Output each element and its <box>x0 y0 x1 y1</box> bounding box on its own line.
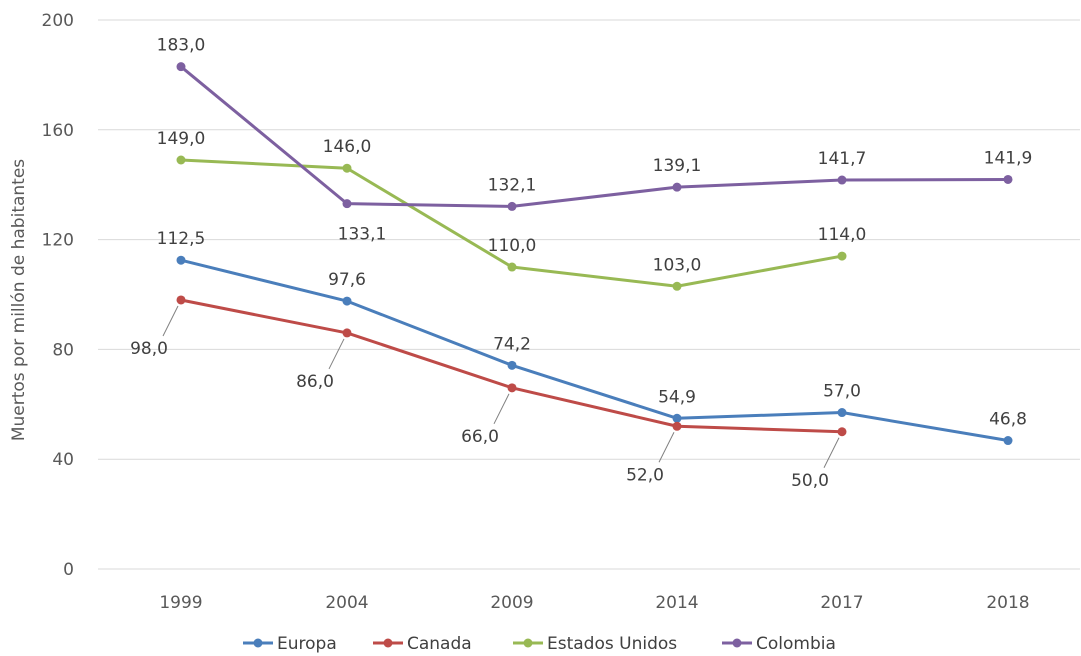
legend-item: Colombia <box>722 634 836 654</box>
data-label: 183,0 <box>157 36 206 56</box>
series-canada <box>176 295 847 437</box>
data-point <box>342 199 352 209</box>
data-labels: 112,5 97,6 74,2 54,9 57,0 46,8 98,0 86,0 66,0 52,… <box>130 36 1032 491</box>
y-tick-label: 40 <box>52 450 74 470</box>
data-label: 132,1 <box>488 175 537 195</box>
data-point <box>176 255 186 265</box>
data-label: 139,1 <box>653 156 702 176</box>
data-point <box>837 251 847 261</box>
data-point <box>672 413 682 423</box>
data-point <box>342 296 352 306</box>
data-label: 52,0 <box>626 465 664 485</box>
data-label: 146,0 <box>323 137 372 157</box>
data-label: 103,0 <box>653 255 702 275</box>
legend: Europa Canada Estados Unidos Colombia <box>243 634 836 654</box>
y-tick-label: 0 <box>63 560 74 580</box>
data-label: 86,0 <box>296 372 334 392</box>
data-point <box>342 163 352 173</box>
data-point <box>507 262 517 272</box>
data-label: 133,1 <box>338 225 387 245</box>
data-point <box>176 62 186 72</box>
data-point <box>672 182 682 192</box>
legend-swatch-marker <box>383 638 393 648</box>
series-europa <box>176 255 1013 446</box>
data-label: 66,0 <box>461 427 499 447</box>
label-leader-line <box>328 338 345 370</box>
data-point <box>672 421 682 431</box>
legend-item: Canada <box>373 634 472 654</box>
y-tick-label: 160 <box>42 121 74 141</box>
legend-label: Europa <box>277 634 337 654</box>
legend-swatch-marker <box>253 638 263 648</box>
label-leader-line <box>823 437 840 468</box>
y-axis-title: Muertos por millón de habitantes <box>9 159 29 441</box>
legend-item: Estados Unidos <box>513 634 677 654</box>
data-point <box>837 175 847 185</box>
data-label: 110,0 <box>488 236 537 256</box>
data-point <box>507 201 517 211</box>
data-label: 141,7 <box>818 149 867 169</box>
label-leader-line <box>658 432 675 463</box>
series-lines <box>176 62 1013 446</box>
data-label: 112,5 <box>157 229 206 249</box>
legend-label: Canada <box>407 634 472 654</box>
label-leader-line <box>493 393 510 425</box>
x-tick-label: 2009 <box>490 593 533 613</box>
data-label: 74,2 <box>493 334 531 354</box>
legend-label: Estados Unidos <box>547 634 677 654</box>
data-point <box>507 383 517 393</box>
series-estados-unidos <box>176 155 847 291</box>
data-point <box>507 360 517 370</box>
legend-item: Europa <box>243 634 337 654</box>
data-point <box>837 408 847 418</box>
series-line <box>180 65 1009 208</box>
y-tick-label: 120 <box>42 231 74 251</box>
data-label: 46,8 <box>989 410 1027 430</box>
data-label: 98,0 <box>130 339 168 359</box>
data-label: 141,9 <box>984 148 1033 168</box>
x-tick-label: 1999 <box>159 593 202 613</box>
data-label: 97,6 <box>328 270 366 290</box>
data-point <box>342 328 352 338</box>
data-label: 114,0 <box>818 225 867 245</box>
data-label: 149,0 <box>157 129 206 149</box>
data-point <box>176 155 186 165</box>
x-tick-label: 2018 <box>986 593 1029 613</box>
data-point <box>672 281 682 291</box>
y-axis-ticks: 0 40 80 120 160 200 <box>42 11 74 580</box>
series-colombia <box>176 62 1013 211</box>
legend-label: Colombia <box>756 634 836 654</box>
x-axis-ticks: 1999 2004 2009 2014 2017 2018 <box>159 593 1029 613</box>
data-point <box>837 427 847 437</box>
data-label: 54,9 <box>658 387 696 407</box>
legend-swatch-marker <box>732 638 742 648</box>
data-label: 50,0 <box>791 471 829 491</box>
data-label: 57,0 <box>823 382 861 402</box>
y-tick-label: 200 <box>42 11 74 31</box>
label-leader-line <box>162 305 179 337</box>
x-tick-label: 2014 <box>655 593 698 613</box>
gridlines <box>98 19 1080 570</box>
x-tick-label: 2004 <box>325 593 368 613</box>
y-tick-label: 80 <box>52 340 74 360</box>
data-point <box>1003 174 1013 184</box>
legend-swatch-marker <box>523 638 533 648</box>
series-line <box>180 258 1009 443</box>
x-tick-label: 2017 <box>820 593 863 613</box>
data-point <box>1003 436 1013 446</box>
data-point <box>176 295 186 305</box>
